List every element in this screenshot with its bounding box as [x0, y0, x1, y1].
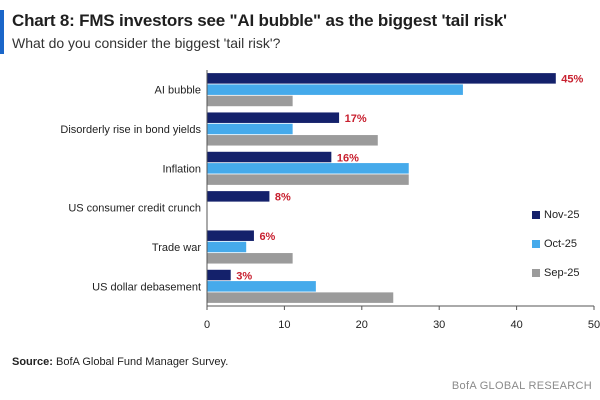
- title-accent-bar: [0, 10, 4, 54]
- bar-sep-25-1: [207, 135, 378, 146]
- x-tick-label: 0: [204, 319, 210, 331]
- source-label: Source:: [12, 356, 53, 368]
- bar-sep-25-4: [207, 253, 293, 264]
- x-tick-label: 10: [278, 319, 290, 331]
- category-label: Disorderly rise in bond yields: [60, 124, 201, 136]
- bar-oct-25-0: [207, 84, 463, 95]
- source-text: BofA Global Fund Manager Survey.: [52, 356, 229, 368]
- bar-nov-25-0: [207, 73, 556, 84]
- bar-oct-25-5: [207, 281, 316, 292]
- category-label: US consumer credit crunch: [68, 203, 201, 215]
- bar-oct-25-4: [207, 241, 247, 253]
- legend-label: Nov-25: [544, 209, 580, 221]
- category-label: Inflation: [162, 163, 201, 175]
- legend-label: Sep-25: [544, 267, 580, 279]
- chart-title: Chart 8: FMS investors see "AI bubble" a…: [12, 11, 507, 30]
- legend-swatch: [532, 269, 540, 277]
- data-label: 3%: [236, 270, 252, 282]
- source-note: Source: BofA Global Fund Manager Survey.: [12, 356, 228, 368]
- data-label: 8%: [275, 192, 291, 204]
- bar-nov-25-5: [207, 269, 231, 281]
- bar-nov-25-4: [207, 230, 254, 241]
- x-tick-label: 40: [510, 319, 522, 331]
- legend-swatch: [532, 211, 540, 219]
- bar-sep-25-5: [207, 292, 394, 303]
- bar-nov-25-1: [207, 112, 340, 123]
- legend-label: Oct-25: [544, 238, 578, 250]
- x-tick-label: 30: [433, 319, 445, 331]
- data-label: 45%: [561, 74, 583, 86]
- chart-subtitle: What do you consider the biggest 'tail r…: [12, 35, 281, 51]
- data-label: 6%: [259, 231, 275, 243]
- data-label: 17%: [345, 113, 367, 125]
- bar-nov-25-3: [207, 191, 270, 202]
- category-label: AI bubble: [155, 85, 201, 97]
- bar-oct-25-2: [207, 163, 409, 174]
- bar-sep-25-0: [207, 95, 293, 107]
- bar-oct-25-1: [207, 123, 293, 135]
- category-label: US dollar debasement: [92, 281, 201, 293]
- bar-sep-25-2: [207, 174, 409, 185]
- data-label: 16%: [337, 152, 359, 164]
- bar-nov-25-2: [207, 151, 332, 163]
- legend-swatch: [532, 240, 540, 248]
- x-tick-label: 20: [356, 319, 368, 331]
- brand-watermark: BofA GLOBAL RESEARCH: [451, 380, 592, 392]
- category-label: Trade war: [152, 242, 201, 254]
- x-tick-label: 50: [588, 319, 600, 331]
